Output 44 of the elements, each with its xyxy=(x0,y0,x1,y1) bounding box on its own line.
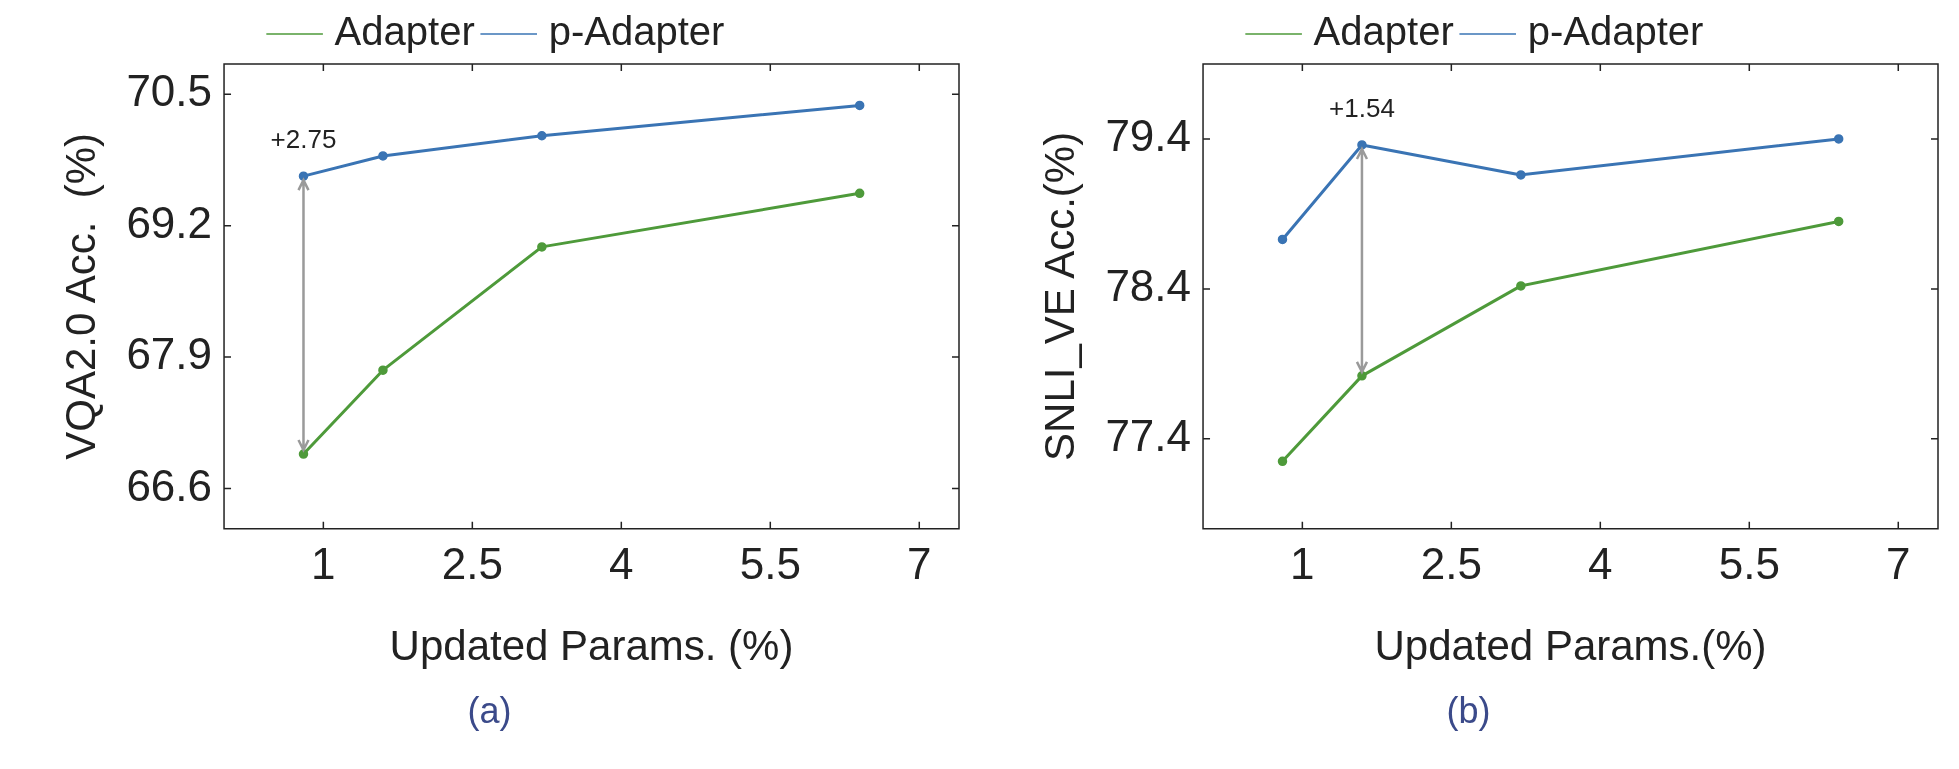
y-tick-label: 78.4 xyxy=(1105,261,1192,311)
x-tick-label: 4 xyxy=(609,539,634,589)
x-tick-label: 5.5 xyxy=(1718,539,1780,589)
x-tick-label: 1 xyxy=(1290,539,1315,589)
point xyxy=(1277,456,1288,467)
point xyxy=(1516,170,1526,180)
point xyxy=(1277,234,1288,245)
point xyxy=(1357,140,1367,150)
point xyxy=(854,100,865,111)
y-tick-label: 66.6 xyxy=(126,460,213,510)
legend-label: Adapter xyxy=(334,9,475,54)
point xyxy=(537,242,547,252)
x-tick-label: 4 xyxy=(1588,539,1613,589)
legend-label: p-Adapter xyxy=(1527,9,1704,54)
y-tick-label: 77.4 xyxy=(1105,410,1192,460)
point xyxy=(378,365,388,375)
y-tick-label: 79.4 xyxy=(1105,111,1192,161)
y-tick-label: 70.5 xyxy=(126,66,213,116)
point xyxy=(854,188,865,199)
point xyxy=(1357,371,1367,381)
legend-label: p-Adapter xyxy=(548,9,725,54)
text: (b) xyxy=(1445,690,1492,732)
point xyxy=(378,151,388,161)
x-tick-label: 1 xyxy=(311,539,336,589)
y-tick-label: 67.9 xyxy=(126,329,213,379)
point xyxy=(537,130,547,141)
y-tick-label: 69.2 xyxy=(126,197,213,247)
x-tick-label: 7 xyxy=(1886,539,1911,589)
point xyxy=(1833,216,1844,227)
legend-label: Adapter xyxy=(1313,9,1454,54)
x-tick-label: 5.5 xyxy=(739,539,801,589)
annotation: +1.54 xyxy=(1329,93,1395,124)
x-axis-title: Updated Params.(%) xyxy=(1374,622,1767,670)
x-tick-label: 2.5 xyxy=(441,539,503,589)
annotation: +2.75 xyxy=(270,124,337,155)
x-tick-label: 2.5 xyxy=(1420,539,1482,589)
x-tick-label: 7 xyxy=(907,539,932,589)
y-axis-title: VQA2.0 Acc. (%) xyxy=(56,133,104,460)
text: (a) xyxy=(466,690,513,732)
x-axis-title: Updated Params. (%) xyxy=(389,622,794,670)
y-axis-title: SNLI_VE Acc.(%) xyxy=(1035,131,1083,461)
point xyxy=(298,449,309,459)
point xyxy=(1516,281,1526,291)
point xyxy=(1833,134,1844,144)
